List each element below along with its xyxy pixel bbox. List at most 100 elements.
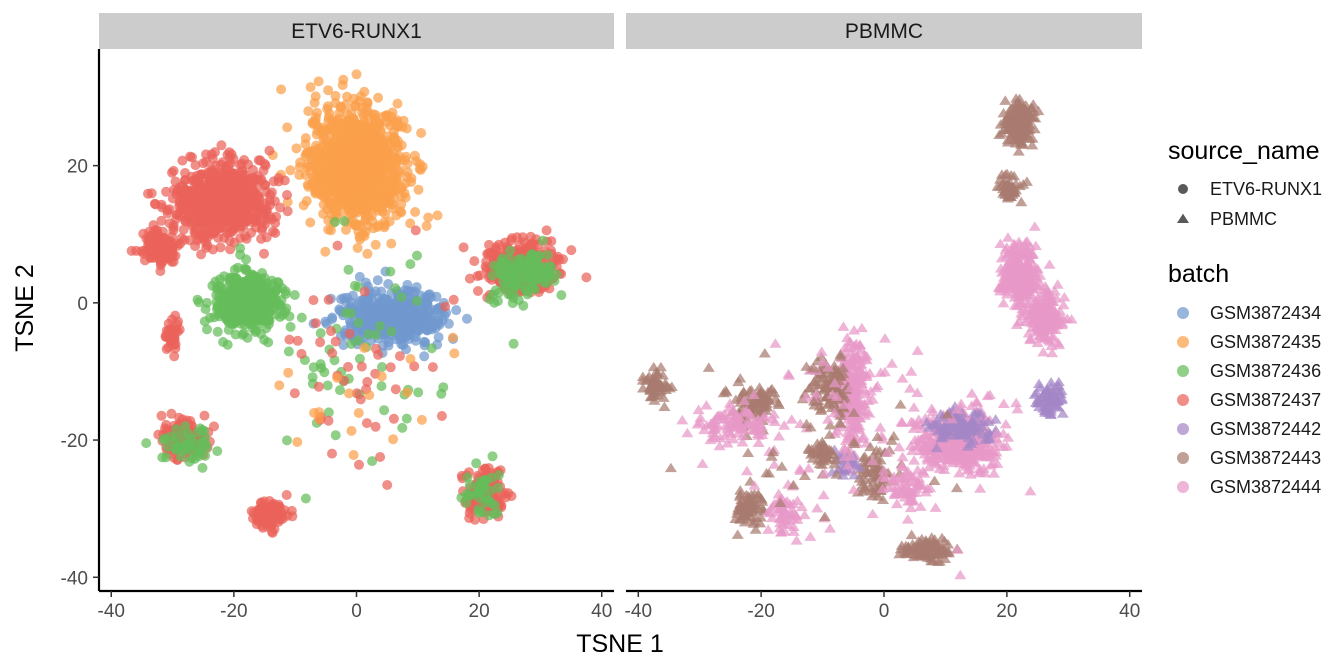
data-point (209, 421, 219, 432)
data-point (276, 84, 287, 95)
data-point (215, 175, 226, 186)
data-point (431, 291, 442, 302)
data-point (1043, 259, 1056, 269)
data-point (344, 388, 354, 399)
data-point (423, 212, 434, 223)
data-point (252, 275, 263, 286)
data-point (195, 184, 206, 195)
data-point (371, 343, 381, 354)
data-point (330, 90, 341, 101)
data-point (172, 209, 183, 220)
data-point (337, 80, 348, 91)
data-point (239, 279, 250, 290)
data-point (1051, 279, 1064, 289)
data-point (283, 367, 294, 378)
data-point (341, 193, 352, 204)
data-point (350, 101, 361, 112)
data-point (401, 151, 411, 162)
data-point (421, 221, 432, 231)
data-point (310, 91, 321, 102)
data-point (396, 292, 407, 303)
data-point (312, 157, 323, 168)
data-point (161, 186, 172, 197)
data-point (364, 320, 375, 330)
data-point (246, 318, 257, 328)
data-point (376, 371, 387, 382)
data-point (489, 509, 500, 519)
data-point (474, 507, 484, 518)
data-point (330, 156, 341, 167)
facet-strip-pbmmc-label: PBMMC (845, 20, 923, 43)
data-point (508, 338, 519, 349)
data-point (303, 106, 314, 117)
data-point (415, 323, 426, 334)
data-point (405, 259, 416, 270)
data-point (483, 495, 494, 506)
data-point (343, 264, 354, 275)
data-point (320, 246, 331, 257)
data-point (187, 152, 197, 163)
data-point (315, 337, 326, 348)
data-point (337, 119, 348, 130)
data-point (1028, 221, 1041, 231)
data-point (385, 266, 396, 277)
data-point (180, 421, 191, 432)
data-point (156, 199, 167, 210)
data-point (224, 214, 235, 224)
data-point (1001, 232, 1014, 242)
data-point (256, 233, 267, 244)
data-point (537, 235, 548, 246)
data-point (317, 125, 328, 136)
data-point (216, 140, 227, 151)
data-point (469, 256, 480, 267)
data-point (270, 228, 281, 238)
data-point (309, 407, 320, 418)
data-point (161, 246, 171, 257)
data-point (332, 372, 343, 383)
data-point (406, 177, 417, 187)
data-point (323, 224, 334, 235)
data-point (342, 91, 352, 102)
data-point (300, 139, 311, 150)
point-group (267, 69, 443, 259)
data-point (340, 296, 351, 307)
data-point (432, 210, 443, 221)
data-point (413, 387, 424, 398)
data-point (385, 362, 396, 373)
data-point (294, 170, 305, 180)
data-point (533, 251, 544, 262)
data-point (343, 361, 354, 372)
data-point (414, 159, 425, 170)
data-point (179, 194, 190, 205)
data-point (545, 261, 555, 271)
data-point (221, 161, 232, 172)
data-point (364, 187, 375, 198)
data-point (326, 326, 336, 337)
data-point (242, 189, 253, 200)
data-point (344, 328, 355, 339)
point-group (456, 451, 504, 521)
facet-strip-etv6-runx1-label: ETV6-RUNX1 (291, 20, 422, 43)
data-point (471, 458, 482, 469)
data-point (546, 236, 557, 247)
data-point (228, 153, 239, 164)
data-point (346, 425, 357, 436)
data-point (330, 336, 341, 347)
data-point (362, 248, 373, 259)
data-point (296, 312, 307, 323)
data-point (316, 363, 327, 373)
data-point (305, 146, 316, 157)
data-point (276, 295, 287, 305)
data-point (394, 351, 405, 362)
data-point (214, 223, 225, 234)
data-point (370, 421, 381, 432)
data-point (190, 241, 201, 252)
data-point (343, 182, 353, 193)
data-point (410, 225, 421, 236)
data-point (349, 169, 360, 180)
data-point (416, 414, 427, 425)
data-point (518, 264, 529, 275)
data-point (232, 199, 243, 210)
data-point (367, 308, 378, 319)
data-point (138, 248, 149, 259)
